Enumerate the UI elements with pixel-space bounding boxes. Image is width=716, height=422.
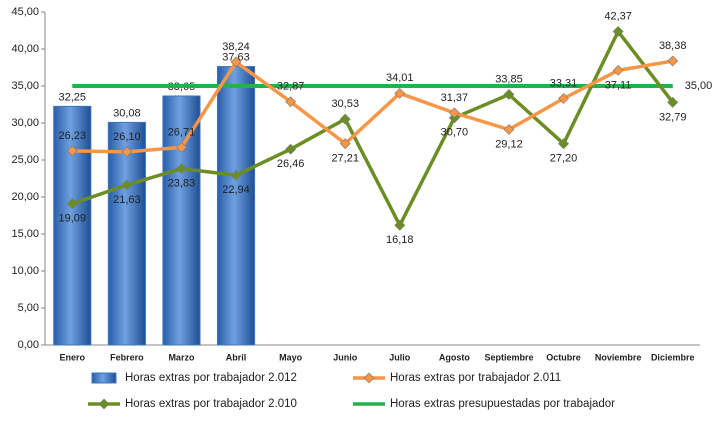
bar: [53, 105, 92, 346]
line: [71, 29, 675, 228]
x-tick-label: Agosto: [439, 352, 470, 362]
x-tick-label: Julio: [389, 352, 411, 362]
line-label: 26,71: [168, 126, 196, 138]
line-label: 29,12: [495, 138, 523, 150]
bar-label: 32,25: [59, 91, 87, 103]
y-tick-label: 35,00: [11, 80, 39, 92]
y-tick-label: 0,00: [18, 339, 39, 351]
marker: [558, 138, 569, 150]
x-tick-label: Noviembre: [595, 352, 642, 362]
marker: [230, 56, 242, 68]
y-tick-label: 40,00: [11, 43, 39, 55]
marker: [612, 26, 624, 37]
legend-label: Horas extras por trabajador 2.010: [125, 398, 297, 410]
line-label: 30,53: [331, 98, 359, 110]
x-tick-label: Junio: [333, 352, 358, 362]
line-label: 33,31: [550, 77, 578, 89]
line-label: 30,70: [441, 127, 469, 139]
bar: [107, 121, 146, 346]
x-tick-label: Octubre: [546, 352, 581, 362]
line-label: 16,18: [386, 234, 414, 246]
marker: [503, 124, 515, 135]
line-label: 23,83: [168, 178, 196, 190]
line-label: 19,09: [59, 213, 87, 225]
x-tick-label: Septiembre: [484, 352, 533, 362]
marker: [558, 93, 569, 104]
y-tick-label: 30,00: [11, 117, 39, 129]
marker: [667, 96, 679, 108]
line-label: 32,87: [277, 81, 305, 93]
marker: [285, 143, 297, 155]
marker: [339, 138, 351, 150]
marker: [394, 87, 406, 99]
legend-label: Horas extras por trabajador 2.012: [125, 372, 297, 384]
x-tick-label: Diciembre: [651, 352, 695, 362]
line-label: 26,46: [277, 158, 305, 170]
marker: [612, 64, 624, 76]
marker: [339, 113, 351, 125]
x-tick-label: Enero: [60, 352, 86, 362]
line-label: 27,20: [550, 153, 578, 165]
line-label: 38,38: [659, 40, 687, 52]
marker: [176, 163, 187, 175]
legend-label: Horas extras presupuestadas por trabajad…: [390, 398, 615, 410]
y-tick-label: 20,00: [11, 191, 39, 203]
line-label: 27,21: [331, 153, 359, 165]
y-tick-label: 45,00: [11, 6, 39, 18]
x-tick-label: Mayo: [279, 352, 303, 362]
line: [72, 59, 674, 154]
marker: [121, 146, 133, 158]
marker: [121, 179, 133, 191]
legend-marker: [363, 372, 375, 384]
marker: [667, 55, 679, 67]
line-label: 31,37: [441, 92, 469, 104]
line-label: 32,79: [659, 111, 687, 123]
y-tick-label: 5,00: [18, 302, 39, 314]
marker: [448, 107, 460, 119]
line-label: 21,63: [113, 194, 141, 206]
bar: [162, 95, 201, 346]
line-label: 26,23: [59, 130, 87, 142]
x-tick-label: Febrero: [110, 352, 144, 362]
y-tick-label: 10,00: [11, 265, 39, 277]
line-label: 38,24: [222, 41, 250, 53]
line-label: 35,00: [685, 80, 713, 92]
marker: [503, 89, 515, 100]
x-tick-label: Marzo: [168, 352, 195, 362]
legend-label: Horas extras por trabajador 2.011: [390, 372, 561, 384]
marker: [230, 169, 242, 181]
line-label: 33,85: [495, 73, 523, 85]
x-tick-label: Abril: [226, 352, 247, 362]
legend-marker: [98, 398, 110, 410]
line-label: 37,11: [605, 79, 632, 91]
line-label: 22,94: [222, 184, 250, 196]
line-label: 42,37: [604, 10, 632, 22]
line-label: 26,10: [113, 131, 141, 143]
y-tick-label: 15,00: [11, 228, 39, 240]
y-tick-label: 25,00: [11, 154, 39, 166]
bar-label: 30,08: [113, 107, 141, 119]
marker: [394, 219, 406, 231]
marker: [66, 198, 78, 210]
bar: [216, 66, 256, 346]
marker: [285, 96, 297, 108]
marker: [176, 141, 187, 153]
legend-swatch: [91, 372, 117, 384]
line-label: 34,01: [386, 72, 414, 84]
marker: [66, 145, 78, 157]
